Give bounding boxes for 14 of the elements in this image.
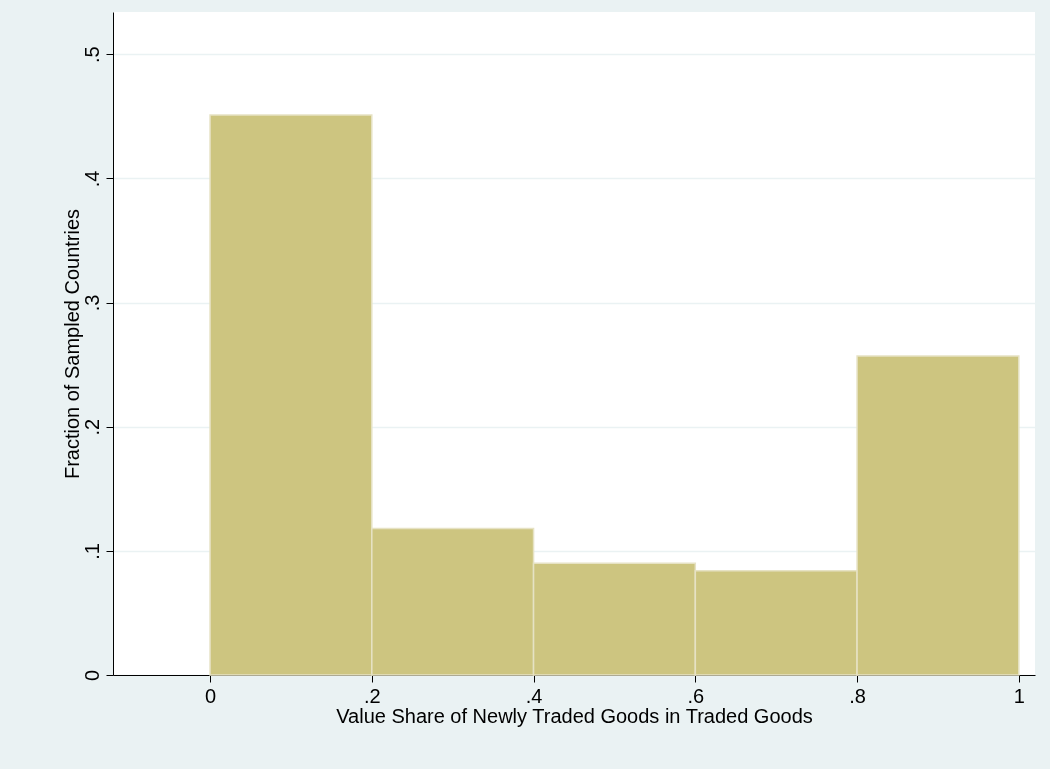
y-tick-label: .1 — [80, 543, 103, 560]
x-tick-label: .2 — [363, 684, 381, 707]
y-tick-label: .5 — [80, 46, 103, 64]
x-axis-title: Value Share of Newly Traded Goods in Traded Goods — [336, 704, 813, 727]
y-tick-label: .2 — [80, 418, 103, 436]
x-tick-label: .4 — [525, 684, 543, 707]
y-axis-title: Fraction of Sampled Countries — [60, 208, 83, 480]
x-tick-label: .8 — [849, 684, 866, 707]
x-tick-label: 0 — [204, 684, 217, 707]
y-tick-label: .4 — [80, 170, 103, 188]
x-tick-label: 1 — [1013, 684, 1025, 707]
y-tick-label: 0 — [80, 669, 103, 682]
y-tick-label: .3 — [80, 294, 103, 312]
x-tick-label: .6 — [687, 684, 705, 707]
